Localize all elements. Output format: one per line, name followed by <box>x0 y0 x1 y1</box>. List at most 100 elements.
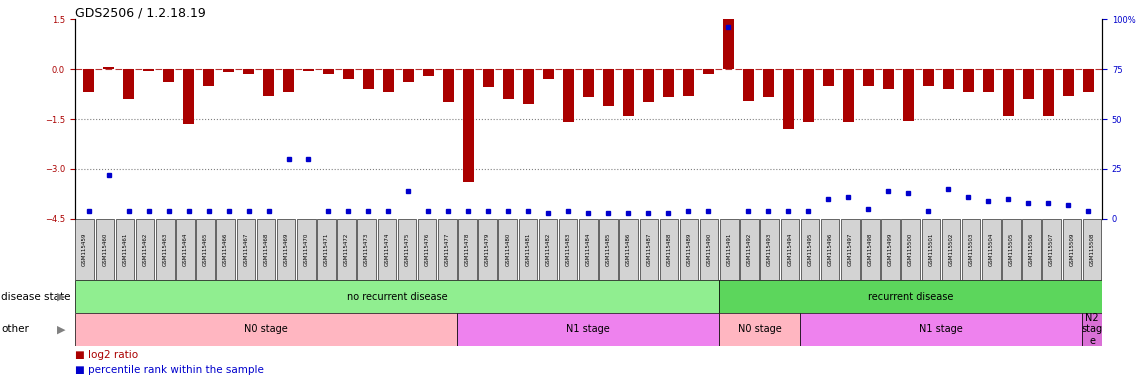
FancyBboxPatch shape <box>559 219 577 280</box>
Text: N2
stag
e: N2 stag e <box>1081 313 1102 346</box>
Bar <box>422 69 434 76</box>
Text: N1 stage: N1 stage <box>566 324 611 334</box>
Text: disease state: disease state <box>1 291 71 302</box>
Bar <box>463 69 474 182</box>
Bar <box>83 69 94 93</box>
FancyBboxPatch shape <box>620 219 638 280</box>
Bar <box>862 69 874 86</box>
Bar <box>363 69 374 89</box>
Text: recurrent disease: recurrent disease <box>868 291 953 302</box>
FancyBboxPatch shape <box>95 219 114 280</box>
Bar <box>902 69 914 121</box>
FancyBboxPatch shape <box>680 219 698 280</box>
Bar <box>1063 69 1073 96</box>
Bar <box>243 69 254 74</box>
Text: N0 stage: N0 stage <box>738 324 782 334</box>
Text: GSM115485: GSM115485 <box>606 233 611 266</box>
Bar <box>643 69 654 103</box>
Text: GSM115465: GSM115465 <box>203 233 208 266</box>
FancyBboxPatch shape <box>1042 219 1061 280</box>
FancyBboxPatch shape <box>116 219 134 280</box>
Bar <box>563 69 574 122</box>
FancyBboxPatch shape <box>457 313 720 346</box>
FancyBboxPatch shape <box>922 219 940 280</box>
Text: GSM115489: GSM115489 <box>687 233 691 266</box>
FancyBboxPatch shape <box>800 219 820 280</box>
FancyBboxPatch shape <box>962 219 980 280</box>
Text: GSM115473: GSM115473 <box>364 233 370 266</box>
Text: GSM115481: GSM115481 <box>526 233 530 266</box>
Text: GSM115507: GSM115507 <box>1049 233 1054 266</box>
Text: GSM115502: GSM115502 <box>948 233 954 266</box>
Bar <box>823 69 833 86</box>
Text: GSM115464: GSM115464 <box>183 233 188 266</box>
FancyBboxPatch shape <box>700 219 719 280</box>
Text: GSM115480: GSM115480 <box>505 233 510 266</box>
FancyBboxPatch shape <box>378 219 396 280</box>
Text: GSM115477: GSM115477 <box>444 233 450 266</box>
Text: GSM115475: GSM115475 <box>404 233 410 266</box>
FancyBboxPatch shape <box>357 219 377 280</box>
FancyBboxPatch shape <box>579 219 598 280</box>
Text: GSM115494: GSM115494 <box>788 233 792 266</box>
Text: GSM115491: GSM115491 <box>727 233 732 266</box>
Text: GSM115506: GSM115506 <box>1029 233 1034 266</box>
Text: GSM115484: GSM115484 <box>585 233 591 266</box>
Text: GSM115509: GSM115509 <box>1069 233 1075 266</box>
Text: GSM115504: GSM115504 <box>988 233 994 266</box>
FancyBboxPatch shape <box>196 219 215 280</box>
FancyBboxPatch shape <box>1023 219 1041 280</box>
Text: GSM115460: GSM115460 <box>102 233 108 266</box>
Bar <box>403 69 414 83</box>
Text: GSM115499: GSM115499 <box>889 233 893 266</box>
FancyBboxPatch shape <box>800 313 1081 346</box>
Bar <box>802 69 814 122</box>
Bar <box>284 69 294 93</box>
Text: GSM115493: GSM115493 <box>767 233 773 266</box>
Text: ■ log2 ratio: ■ log2 ratio <box>75 350 138 360</box>
Text: no recurrent disease: no recurrent disease <box>347 291 448 302</box>
FancyBboxPatch shape <box>821 219 839 280</box>
Text: GSM115490: GSM115490 <box>707 233 712 266</box>
Text: GSM115503: GSM115503 <box>969 233 974 266</box>
Bar <box>443 69 453 103</box>
Bar <box>783 69 793 129</box>
FancyBboxPatch shape <box>740 219 759 280</box>
FancyBboxPatch shape <box>639 219 658 280</box>
Bar <box>183 69 194 124</box>
FancyBboxPatch shape <box>397 219 417 280</box>
Text: ▶: ▶ <box>57 324 65 334</box>
Bar <box>703 69 714 74</box>
FancyBboxPatch shape <box>599 219 618 280</box>
Text: GSM115461: GSM115461 <box>123 233 127 266</box>
FancyBboxPatch shape <box>439 219 457 280</box>
FancyBboxPatch shape <box>217 219 235 280</box>
Bar <box>603 69 614 106</box>
Text: ▶: ▶ <box>57 291 65 302</box>
Text: GSM115478: GSM115478 <box>465 233 470 266</box>
FancyBboxPatch shape <box>538 219 557 280</box>
Text: GSM115463: GSM115463 <box>163 233 168 266</box>
Bar <box>923 69 933 86</box>
FancyBboxPatch shape <box>841 219 860 280</box>
Text: GSM115488: GSM115488 <box>667 233 672 266</box>
Text: GSM115495: GSM115495 <box>807 233 813 266</box>
Text: GSM115498: GSM115498 <box>868 233 872 266</box>
FancyBboxPatch shape <box>418 219 436 280</box>
Text: GSM115497: GSM115497 <box>847 233 853 266</box>
FancyBboxPatch shape <box>1081 313 1102 346</box>
Bar <box>723 8 734 69</box>
Bar <box>163 69 174 83</box>
Text: GSM115470: GSM115470 <box>304 233 309 266</box>
Text: GSM115462: GSM115462 <box>142 233 148 266</box>
Text: GSM115505: GSM115505 <box>1009 233 1014 266</box>
Bar <box>303 69 315 71</box>
Bar <box>1042 69 1054 116</box>
Bar <box>683 69 693 96</box>
Text: GSM115468: GSM115468 <box>264 233 269 266</box>
FancyBboxPatch shape <box>135 219 154 280</box>
Bar <box>843 69 854 122</box>
Text: GSM115483: GSM115483 <box>566 233 571 266</box>
Text: N0 stage: N0 stage <box>245 324 288 334</box>
Bar <box>123 69 134 99</box>
